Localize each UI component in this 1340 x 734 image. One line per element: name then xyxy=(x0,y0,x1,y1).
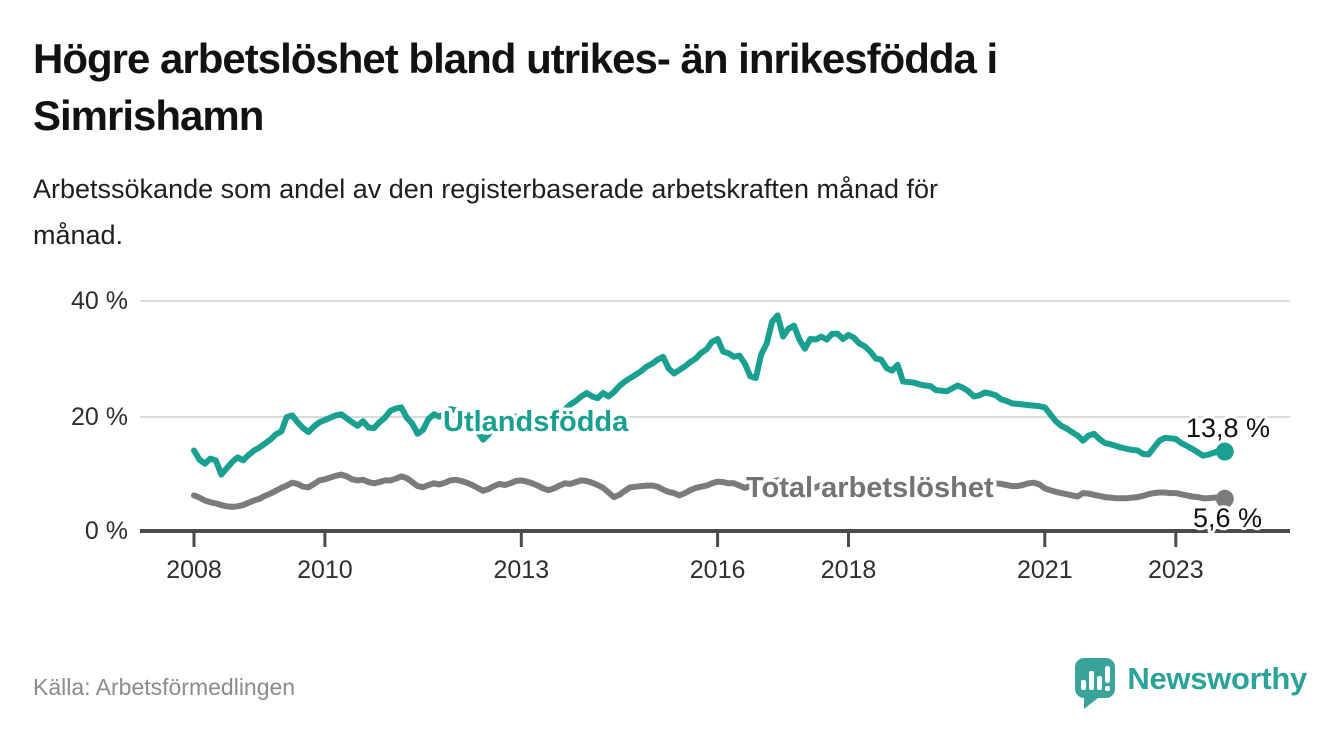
chart-subtitle-line-2: månad. xyxy=(33,220,124,250)
chart-title: Högre arbetslöshet bland utrikes- än inr… xyxy=(33,30,1313,144)
y-axis-labels: 0 % 20 % 40 % xyxy=(71,287,128,545)
newsworthy-logo-icon xyxy=(1075,658,1116,709)
y-axis-label-0: 0 % xyxy=(85,517,128,545)
series-line-total-arbetsloshet xyxy=(191,471,1228,510)
series-label-utlandsfodda: Utlandsfödda xyxy=(443,406,629,438)
x-axis-label-2016: 2016 xyxy=(690,556,746,584)
chart-subtitle: Arbetssökande som andel av den registerb… xyxy=(33,166,1313,258)
x-axis-label-2021: 2021 xyxy=(1017,556,1073,584)
series-line-utlandsfodda xyxy=(191,312,1228,478)
chart-title-line-1: Högre arbetslöshet bland utrikes- än inr… xyxy=(33,35,998,82)
series-end-dot-utlandsfodda xyxy=(1215,442,1234,461)
logo-bar-chart-glyph xyxy=(1081,666,1111,691)
x-axis-label-2023: 2023 xyxy=(1148,556,1204,584)
x-axis-label-2008: 2008 xyxy=(166,556,222,584)
newsworthy-logo: Newsworthy xyxy=(1071,654,1307,710)
value-label-utlandsfodda: 13,8 % xyxy=(1186,413,1270,443)
x-axis-label-2013: 2013 xyxy=(493,556,549,584)
newsworthy-logo-text: Newsworthy xyxy=(1127,661,1307,696)
x-axis-label-2018: 2018 xyxy=(821,556,877,584)
series-end-dot-total-arbetsloshet xyxy=(1215,489,1234,508)
y-axis-label-40: 40 % xyxy=(71,287,128,315)
source-text: Källa: Arbetsförmedlingen xyxy=(33,674,296,700)
chart-subtitle-line-1: Arbetssökande som andel av den registerb… xyxy=(33,174,939,204)
x-axis-ticks xyxy=(192,533,1178,547)
series-label-total-arbetsloshet: Total arbetslöshet xyxy=(746,472,994,504)
y-axis-label-20: 20 % xyxy=(71,403,128,431)
chart-title-line-2: Simrishamn xyxy=(33,92,264,139)
x-axis-label-2010: 2010 xyxy=(297,556,353,584)
x-axis-labels: 2008 2010 2013 2016 2018 2021 2023 xyxy=(166,556,1203,584)
value-label-total-arbetsloshet: 5,6 % xyxy=(1193,503,1262,533)
